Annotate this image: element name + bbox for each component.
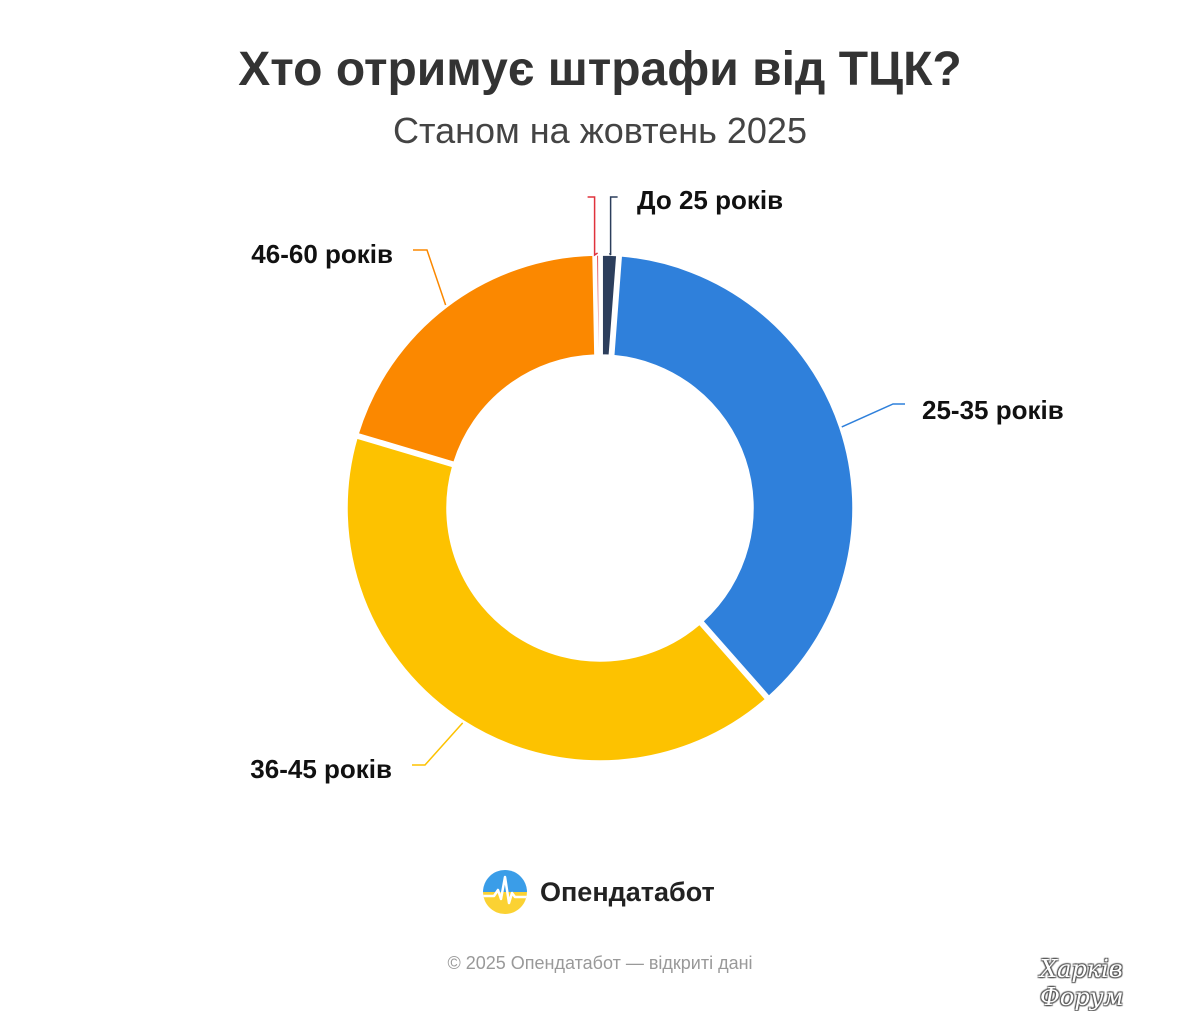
- donut-slice: [346, 437, 767, 762]
- leader-line: [841, 403, 905, 428]
- slice-label: 46-60 років: [251, 239, 393, 269]
- donut-slice: [612, 255, 854, 698]
- watermark: Харків Форум: [1040, 955, 1124, 1011]
- slice-label: 25-35 років: [922, 395, 1064, 425]
- slice-label: До 25 років: [637, 185, 783, 215]
- leader-line: [608, 196, 618, 256]
- leader-line: [412, 722, 464, 766]
- slice-label: 36-45 років: [250, 754, 392, 784]
- donut-slice: [601, 254, 618, 357]
- leader-line: [413, 249, 447, 306]
- donut-chart: До 25 років 25-35 років 36-45 років 46-60 р…: [250, 185, 1064, 784]
- copyright-text: © 2025 Опендатабот — відкриті дані: [447, 953, 753, 973]
- donut-slice: [357, 254, 596, 464]
- donut-slice: [595, 254, 601, 356]
- chart-subtitle: Станом на жовтень 2025: [393, 110, 807, 151]
- brand-logo: Опендатабот: [482, 868, 715, 916]
- brand-name: Опендатабот: [540, 876, 715, 907]
- opendatabot-logo-icon: [483, 870, 527, 914]
- leader-line: [587, 196, 599, 257]
- chart-title: Хто отримує штрафи від ТЦК?: [238, 43, 962, 96]
